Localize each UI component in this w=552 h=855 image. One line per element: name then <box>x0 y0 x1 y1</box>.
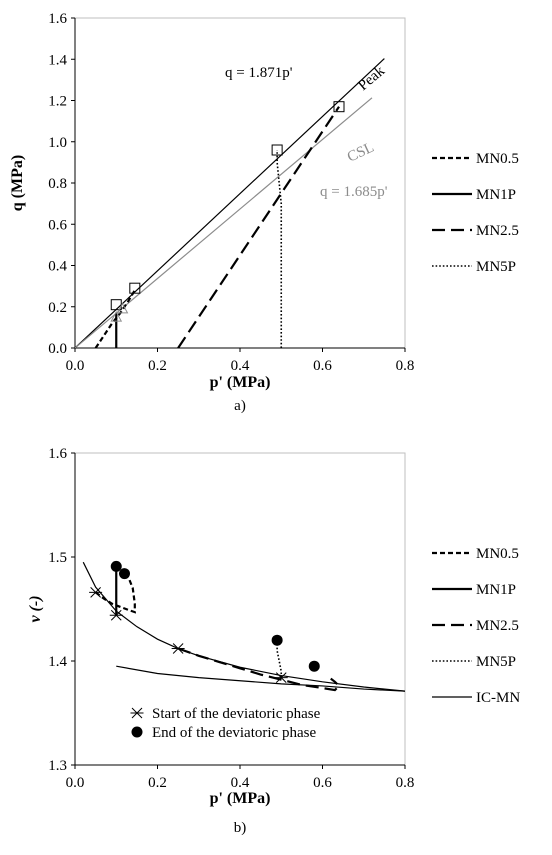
a-x-tick-label: 0.2 <box>148 358 167 374</box>
start-marker <box>89 587 103 598</box>
axis-x-label-b: p' (MPa) <box>210 790 271 807</box>
a-legend-label: MN5P <box>476 259 516 275</box>
peak-marker <box>333 101 345 113</box>
b-legend-label: MN5P <box>476 654 516 670</box>
b-legend-label: MN2.5 <box>476 618 519 634</box>
a-y-tick-label: 0.2 <box>48 300 67 316</box>
a-x-tick-label: 0.0 <box>66 358 85 374</box>
legend-b: MN0.5 MN1P MN2.5 MN5P IC-MN <box>432 546 520 706</box>
a-y-tick-label: 0.6 <box>48 217 67 233</box>
a-y-tick-label: 1.6 <box>48 11 67 27</box>
a-x-tick-label: 0.4 <box>231 358 250 374</box>
a-ref-line-peak <box>75 58 385 348</box>
peak-marker <box>271 144 283 156</box>
a-y-tick-label: 1.0 <box>48 135 67 151</box>
b-y-tick-label: 1.5 <box>48 550 67 566</box>
csl-equation-label: q = 1.685p' <box>320 184 388 200</box>
legend-a: MN0.5 MN1P MN2.5 MN5P <box>432 151 519 275</box>
panel-label-a: a) <box>234 398 246 414</box>
b-series-ic-mn <box>82 561 405 692</box>
a-y-tick-label: 0.4 <box>48 259 67 275</box>
plot-area-b <box>74 452 406 766</box>
b-y-tick-label: 1.6 <box>48 446 67 462</box>
plot-a: 0.0 0.2 0.4 0.6 0.8 0.0 0.2 0.4 0.6 0.8 1.0 1.2 1.4 1… <box>48 11 414 374</box>
a-y-tick-label: 0.8 <box>48 176 67 192</box>
axis-y-label-a: q (MPa) <box>9 155 26 211</box>
a-legend-label: MN2.5 <box>476 223 519 239</box>
end-marker-key-label: End of the deviatoric phase <box>152 725 316 741</box>
end-marker <box>110 560 122 572</box>
b-series-group <box>82 561 405 692</box>
csl-marker <box>110 311 123 322</box>
axis-x-label-a: p' (MPa) <box>210 374 271 391</box>
a-series-mn2-5 <box>177 106 340 348</box>
b-series-mn5p <box>276 640 283 678</box>
b-x-tick-label: 0.2 <box>148 775 167 791</box>
b-legend-label: IC-MN <box>476 690 520 706</box>
a-x-tick-label: 0.8 <box>396 358 415 374</box>
start-marker-key-label: Start of the deviatoric phase <box>152 706 321 722</box>
b-series-mn0-5 <box>94 572 136 614</box>
end-marker-key <box>131 726 143 738</box>
b-y-tick-label: 1.3 <box>48 758 67 774</box>
plot-b: 0.0 0.2 0.4 0.6 0.8 1.3 1.4 1.5 1.6 Start of the … <box>48 446 414 791</box>
b-x-tick-label: 0.0 <box>66 775 85 791</box>
b-x-tick-label: 0.4 <box>231 775 250 791</box>
a-y-tick-label: 0.0 <box>48 341 67 357</box>
end-marker <box>308 660 320 672</box>
a-x-tick-label: 0.6 <box>313 358 332 374</box>
axis-y-label-b: v (-) <box>27 595 44 622</box>
b-legend-label: MN1P <box>476 582 516 598</box>
start-marker <box>171 643 185 654</box>
b-x-tick-label: 0.6 <box>313 775 332 791</box>
a-series-group <box>75 58 385 348</box>
b-legend-label: MN0.5 <box>476 546 519 562</box>
panel-label-b: b) <box>234 820 247 836</box>
a-legend-label: MN0.5 <box>476 151 519 167</box>
b-x-tick-label: 0.8 <box>396 775 415 791</box>
end-marker <box>271 634 283 646</box>
a-y-tick-label: 1.2 <box>48 94 67 110</box>
peak-marker <box>129 282 141 294</box>
csl-marker <box>116 302 129 314</box>
start-marker <box>109 609 123 621</box>
b-y-tick-label: 1.4 <box>48 654 67 670</box>
end-marker <box>119 568 130 580</box>
b-series-ic-lower <box>116 665 405 692</box>
start-marker-key <box>130 707 144 719</box>
peak-marker <box>110 299 122 311</box>
a-legend-label: MN1P <box>476 187 516 203</box>
peak-equation-label: q = 1.871p' <box>225 65 293 81</box>
a-y-tick-label: 1.4 <box>48 52 67 68</box>
start-marker <box>274 672 288 683</box>
